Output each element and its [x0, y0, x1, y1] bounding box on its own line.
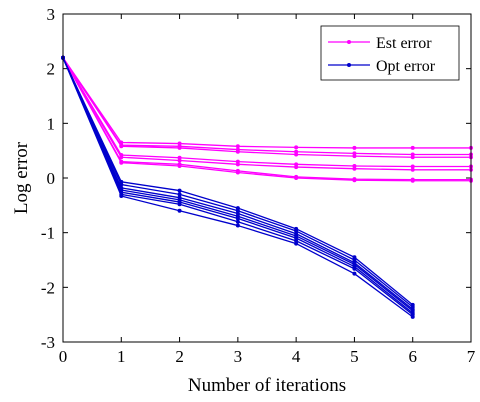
legend-label-opt-error: Opt error: [376, 58, 436, 75]
est-error-point: [352, 154, 356, 158]
opt-error-point: [178, 209, 182, 213]
opt-error-point: [411, 315, 415, 319]
opt-error-point: [178, 189, 182, 193]
y-tick-label: 2: [47, 60, 56, 79]
opt-error-point: [294, 242, 298, 246]
x-tick-label: 7: [467, 347, 476, 366]
y-tick-label: -3: [41, 333, 55, 352]
est-error-point: [119, 144, 123, 148]
x-tick-label: 0: [59, 347, 68, 366]
y-tick-label: 1: [47, 114, 56, 133]
opt-error-point: [236, 220, 240, 224]
y-tick-label: -1: [41, 224, 55, 243]
y-tick-label: 3: [47, 5, 56, 24]
est-error-point: [178, 164, 182, 168]
est-error-point: [178, 159, 182, 163]
x-tick-label: 2: [175, 347, 184, 366]
y-tick-label: -2: [41, 278, 55, 297]
x-tick-label: 1: [117, 347, 126, 366]
est-error-point: [294, 145, 298, 149]
est-error-point: [294, 165, 298, 169]
est-error-point: [294, 176, 298, 180]
legend: Est error Opt error: [321, 26, 459, 80]
est-error-point: [352, 167, 356, 171]
est-error-point: [411, 146, 415, 150]
est-error-point: [236, 162, 240, 166]
y-axis-label: Log error: [11, 141, 32, 214]
legend-marker-opt-error: [347, 63, 351, 67]
est-error-point: [411, 179, 415, 183]
opt-error-point: [352, 267, 356, 271]
legend-marker-est-error: [347, 40, 351, 44]
x-tick-label: 6: [408, 347, 417, 366]
est-error-point: [294, 152, 298, 156]
est-error-point: [411, 155, 415, 159]
x-axis-label: Number of iterations: [188, 375, 346, 396]
est-error-point: [236, 171, 240, 175]
est-error-point: [119, 161, 123, 165]
x-tick-label: 3: [234, 347, 243, 366]
est-error-point: [352, 146, 356, 150]
est-error-point: [411, 168, 415, 172]
x-tick-label: 4: [292, 347, 301, 366]
est-error-point: [236, 150, 240, 154]
est-error-point: [352, 178, 356, 182]
opt-error-point: [178, 202, 182, 206]
x-tick-label: 5: [350, 347, 359, 366]
opt-error-point: [119, 194, 123, 198]
opt-error-point: [352, 272, 356, 276]
legend-label-est-error: Est error: [376, 35, 432, 52]
est-error-point: [178, 146, 182, 150]
opt-error-point: [236, 224, 240, 228]
y-tick-label: 0: [47, 169, 56, 188]
